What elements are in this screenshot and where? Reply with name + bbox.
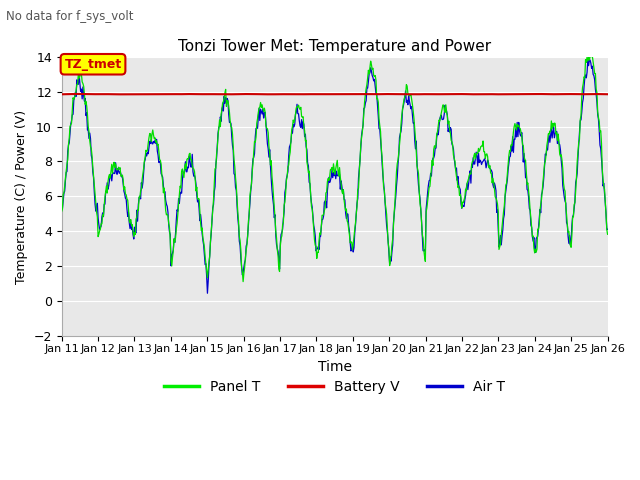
Air T bbox=[179, 170, 187, 176]
Air T bbox=[204, 290, 211, 296]
Y-axis label: Temperature (C) / Power (V): Temperature (C) / Power (V) bbox=[15, 109, 28, 284]
Air T bbox=[402, 88, 410, 94]
Line: Panel T: Panel T bbox=[61, 57, 607, 282]
Panel T bbox=[179, 170, 187, 176]
Legend: Panel T, Battery V, Air T: Panel T, Battery V, Air T bbox=[159, 374, 511, 399]
Air T bbox=[604, 227, 611, 232]
Title: Tonzi Tower Met: Temperature and Power: Tonzi Tower Met: Temperature and Power bbox=[178, 39, 491, 54]
Battery V bbox=[181, 91, 189, 97]
Air T bbox=[584, 57, 591, 63]
Text: TZ_tmet: TZ_tmet bbox=[65, 58, 122, 71]
Panel T bbox=[239, 279, 247, 285]
Panel T bbox=[58, 209, 65, 215]
Air T bbox=[58, 200, 65, 206]
Air T bbox=[68, 118, 76, 124]
Panel T bbox=[418, 220, 426, 226]
Panel T bbox=[124, 197, 132, 203]
Battery V bbox=[68, 91, 76, 97]
Panel T bbox=[587, 54, 595, 60]
Air T bbox=[209, 205, 216, 211]
Panel T bbox=[604, 231, 611, 237]
Panel T bbox=[208, 217, 216, 223]
Panel T bbox=[402, 92, 410, 98]
Panel T bbox=[68, 120, 76, 126]
Battery V bbox=[403, 91, 410, 97]
Text: No data for f_sys_volt: No data for f_sys_volt bbox=[6, 10, 134, 23]
Air T bbox=[418, 218, 426, 224]
Battery V bbox=[210, 91, 218, 97]
Line: Air T: Air T bbox=[61, 60, 607, 293]
Battery V bbox=[604, 91, 611, 97]
Air T bbox=[124, 214, 132, 219]
Battery V bbox=[116, 92, 124, 97]
X-axis label: Time: Time bbox=[317, 360, 351, 373]
Battery V bbox=[58, 92, 65, 97]
Battery V bbox=[419, 91, 426, 97]
Battery V bbox=[72, 91, 80, 97]
Battery V bbox=[125, 91, 133, 97]
